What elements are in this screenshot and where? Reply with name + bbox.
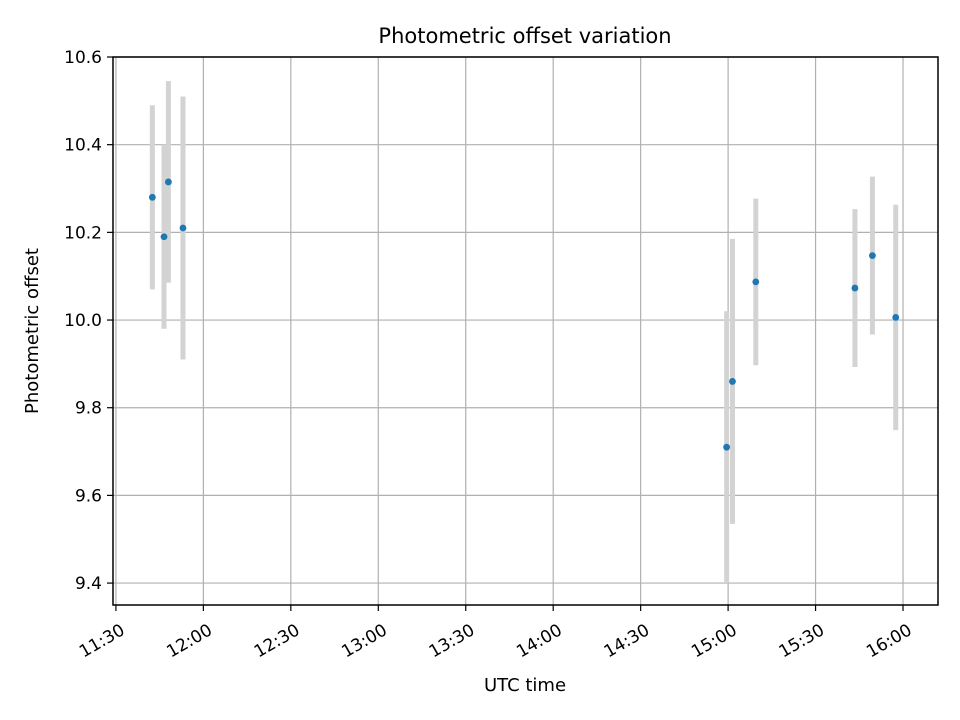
data-point (892, 314, 900, 321)
x-axis-label: UTC time (484, 675, 566, 696)
y-tick-label: 10.0 (64, 311, 102, 331)
plot-frame (112, 56, 939, 606)
y-tick-label: 9.4 (75, 574, 102, 594)
data-point (148, 193, 156, 201)
data-point (160, 233, 168, 241)
chart-title: Photometric offset variation (378, 24, 671, 48)
y-axis-label: Photometric offset (22, 248, 43, 414)
data-point (723, 443, 731, 451)
y-tick-label: 10.6 (64, 48, 102, 68)
y-axis: 9.4 9.6 9.8 10.0 10.2 10.4 10.6 (64, 48, 113, 594)
data-point (752, 278, 760, 286)
y-tick-label: 10.2 (64, 223, 102, 243)
y-tick-label: 9.6 (75, 486, 102, 506)
data-point (179, 224, 187, 232)
y-tick-label: 9.8 (75, 399, 102, 419)
data-point (869, 252, 876, 259)
data-point (164, 178, 172, 186)
data-point (729, 378, 736, 385)
y-tick-label: 10.4 (64, 136, 102, 156)
data-points (148, 178, 900, 451)
data-point (851, 284, 859, 292)
